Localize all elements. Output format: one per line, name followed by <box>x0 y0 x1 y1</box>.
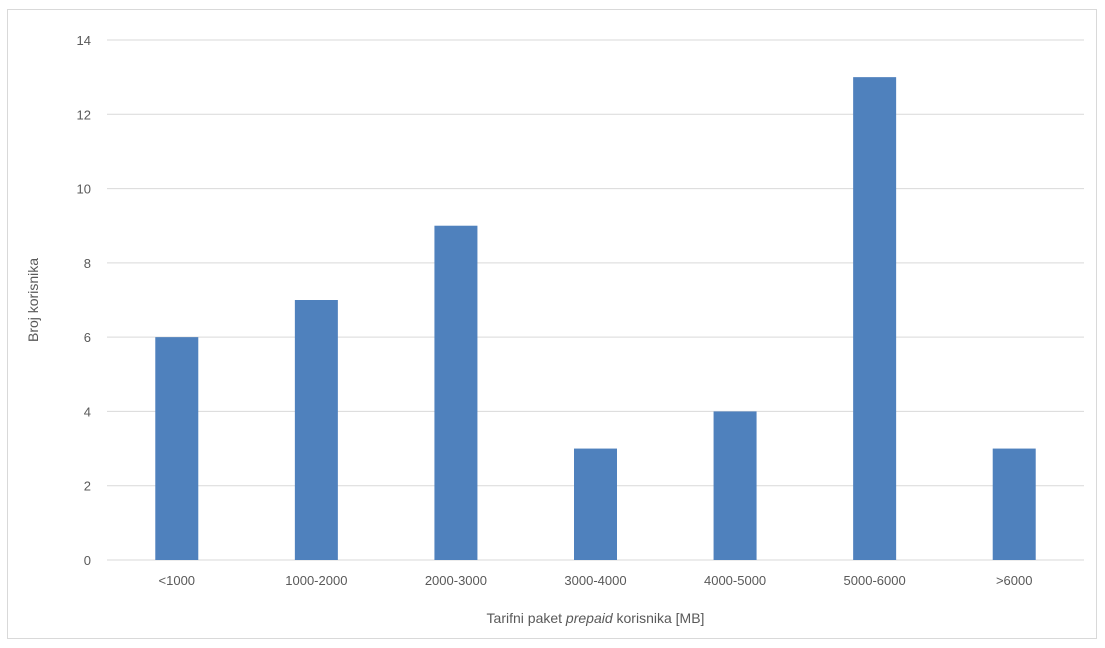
bar <box>294 300 338 560</box>
gridlines <box>107 39 1084 561</box>
x-axis-ticks: <1000 1000-2000 2000-3000 3000-4000 4000-500… <box>159 573 1033 588</box>
bar <box>992 448 1036 560</box>
bar <box>713 411 757 560</box>
x-tick-label: 1000-2000 <box>285 573 347 588</box>
y-tick-label: 12 <box>77 107 91 122</box>
bar <box>853 77 897 561</box>
y-tick-label: 2 <box>84 479 91 494</box>
y-axis-title: Broj korisnika <box>25 258 41 342</box>
x-tick-label: >6000 <box>996 573 1033 588</box>
x-axis-title-prefix: Tarifni paket <box>487 610 566 626</box>
bars <box>155 77 1036 561</box>
x-tick-label: 3000-4000 <box>564 573 626 588</box>
y-tick-label: 8 <box>84 256 91 271</box>
bar <box>155 337 199 560</box>
x-tick-label: 5000-6000 <box>844 573 906 588</box>
bar <box>434 225 478 560</box>
y-tick-label: 10 <box>77 182 91 197</box>
y-tick-label: 0 <box>84 553 91 568</box>
x-axis-title: Tarifni paket prepaid korisnika [MB] <box>487 610 705 626</box>
x-axis-title-emphasis: prepaid <box>565 610 614 626</box>
x-tick-label: 4000-5000 <box>704 573 766 588</box>
bar <box>574 448 617 560</box>
x-tick-label: 2000-3000 <box>425 573 487 588</box>
y-tick-label: 6 <box>84 330 91 345</box>
x-tick-label: <1000 <box>159 573 196 588</box>
x-axis-title-suffix: korisnika [MB] <box>613 610 705 626</box>
y-axis-ticks: 0 2 4 6 8 10 12 14 <box>77 33 91 568</box>
y-tick-label: 4 <box>84 404 91 419</box>
y-tick-label: 14 <box>77 33 91 48</box>
